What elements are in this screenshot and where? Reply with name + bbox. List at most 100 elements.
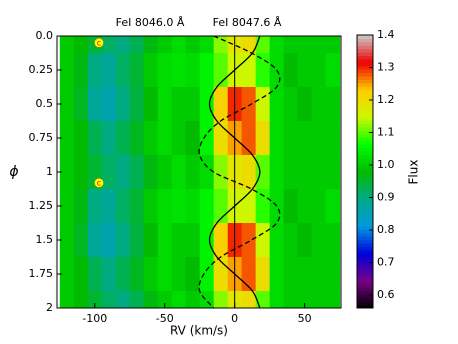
colorbar-label: Flux (407, 160, 421, 185)
heat-cell (255, 36, 271, 54)
colorbar-swatch (357, 209, 373, 213)
y-axis-label: ϕ (9, 164, 18, 180)
heat-cell (87, 189, 103, 224)
colorbar-swatch (357, 86, 373, 91)
heat-cell (157, 87, 173, 122)
colorbar-swatch (357, 174, 373, 179)
heat-cell (73, 121, 89, 156)
heat-cell (59, 291, 75, 308)
heat-cell (297, 189, 313, 224)
heat-cell (213, 291, 229, 308)
heat-cell (59, 121, 75, 156)
heat-cell (171, 223, 187, 258)
colorbar-swatch (357, 188, 373, 193)
heat-cell (325, 121, 341, 156)
heat-cell (283, 189, 299, 224)
heat-cell (283, 291, 299, 308)
colorbar-swatch (357, 137, 373, 142)
heat-cell (143, 155, 159, 190)
colorbar-swatch (357, 75, 373, 80)
heat-cell (297, 53, 313, 88)
heat-cell (283, 155, 299, 190)
heat-cell (185, 53, 201, 88)
heat-cell (59, 87, 75, 122)
heat-cell (143, 121, 159, 156)
heat-cell (241, 87, 257, 122)
heat-cell (241, 291, 257, 308)
colorbar-swatch (357, 120, 373, 125)
heat-cell (311, 121, 327, 156)
heat-cell (185, 155, 201, 190)
colorbar-swatch (357, 195, 373, 200)
heat-cell (255, 53, 271, 88)
heat-cell (115, 155, 131, 190)
heat-cell (87, 291, 103, 308)
y-tick-label: 2 (46, 301, 53, 314)
y-tick-label: 1.25 (29, 199, 54, 212)
colorbar-tick-label: 0.9 (377, 191, 395, 204)
heat-cell (255, 121, 271, 156)
rv-curve (198, 36, 281, 308)
colorbar-swatch (357, 38, 373, 43)
heat-cell (255, 291, 271, 308)
heat-cell (269, 257, 285, 292)
colorbar-swatch (357, 202, 373, 207)
colorbar-swatch (357, 89, 373, 94)
marker-label: c (97, 178, 101, 187)
heat-cell (311, 53, 327, 88)
colorbar-swatch (357, 290, 373, 295)
heat-cell (255, 155, 271, 190)
colorbar-swatch (357, 96, 373, 101)
y-tick-label: 0.0 (36, 29, 54, 42)
heat-cell (297, 291, 313, 308)
colorbar-swatch (357, 113, 373, 118)
heat-cell (101, 291, 117, 308)
heat-cell (129, 53, 145, 88)
colorbar-swatch (357, 219, 373, 224)
heat-cell (199, 53, 215, 88)
colorbar-swatch (357, 123, 373, 128)
heat-cell (143, 53, 159, 88)
heat-cell (241, 223, 257, 258)
colorbar-frame (356, 34, 374, 309)
heat-cell (241, 189, 257, 224)
heat-cell (87, 53, 103, 88)
colorbar-swatch (357, 48, 373, 53)
heat-cell (311, 36, 327, 54)
colorbar-tick-label: 0.6 (377, 288, 395, 301)
colorbar-tick-label: 1.2 (377, 93, 395, 106)
heat-cell (143, 257, 159, 292)
heat-cell (199, 87, 215, 122)
colorbar-swatch (357, 232, 373, 237)
colorbar-swatch (357, 287, 373, 292)
colorbar-swatch (357, 243, 373, 248)
heat-cell (325, 87, 341, 122)
colorbar-swatch (357, 72, 373, 77)
colorbar-swatch (357, 277, 373, 282)
heat-cell (171, 121, 187, 156)
marker-label: c (97, 38, 101, 47)
heat-cell (115, 87, 131, 122)
colorbar-swatch (357, 130, 373, 135)
heat-cell (241, 36, 257, 54)
colorbar-swatch (357, 246, 373, 251)
colorbar-swatch (357, 263, 373, 268)
colorbar-swatch (357, 147, 373, 152)
colorbar-swatch (357, 69, 373, 74)
marker (94, 38, 104, 48)
heat-cell (59, 36, 75, 54)
y-tick-label: 0.25 (29, 63, 54, 76)
heat-cell (171, 189, 187, 224)
colorbar-swatch (357, 181, 373, 186)
heat-cell (129, 87, 145, 122)
heat-cell (311, 223, 327, 258)
heat-cell (283, 257, 299, 292)
colorbar-swatch (357, 256, 373, 261)
colorbar-swatch (357, 253, 373, 258)
colorbar-tick-label: 0.8 (377, 223, 395, 236)
line-label: FeI 8047.6 Å (213, 16, 282, 29)
colorbar-swatch (357, 140, 373, 145)
heat-cell (115, 53, 131, 88)
heat-cell (213, 87, 229, 122)
colorbar-swatch (357, 110, 373, 114)
